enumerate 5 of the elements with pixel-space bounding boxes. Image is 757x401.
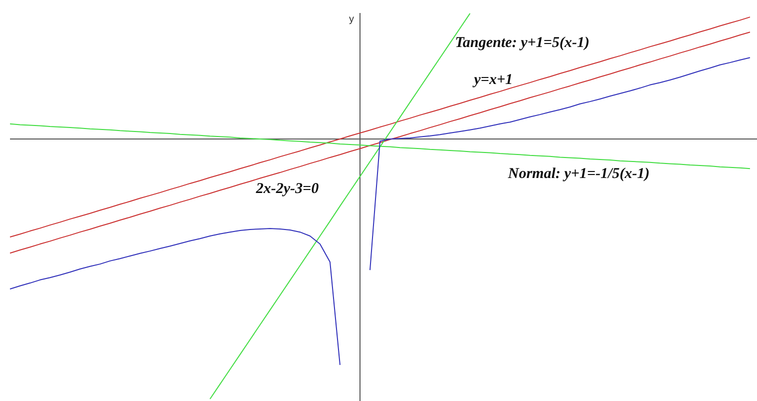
series-label: Tangente: y+1=5(x-1) (455, 35, 590, 51)
series-label: y=x+1 (472, 72, 513, 88)
series-label: 2x-2y-3=0 (255, 181, 320, 197)
series-label: Normal: y+1=-1/5(x-1) (507, 166, 650, 182)
y-axis-title: y (349, 14, 354, 25)
